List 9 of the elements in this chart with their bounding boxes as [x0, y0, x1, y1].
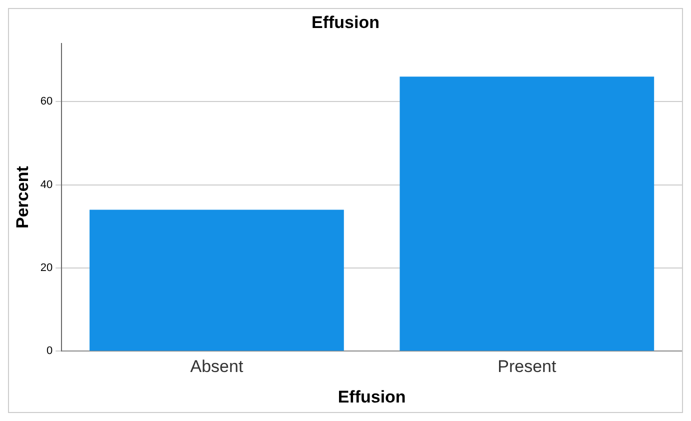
y-tick-label: 0: [46, 345, 53, 358]
y-tick-label: 20: [40, 262, 53, 274]
y-tick-label: 40: [40, 178, 53, 191]
x-tick-label: Absent: [190, 357, 244, 376]
chart-title: Effusion: [312, 12, 380, 32]
y-tick-label: 60: [40, 96, 53, 108]
x-axis-title: Effusion: [338, 387, 406, 406]
y-axis-title: Percent: [12, 166, 32, 228]
x-tick-label: Present: [498, 357, 556, 376]
